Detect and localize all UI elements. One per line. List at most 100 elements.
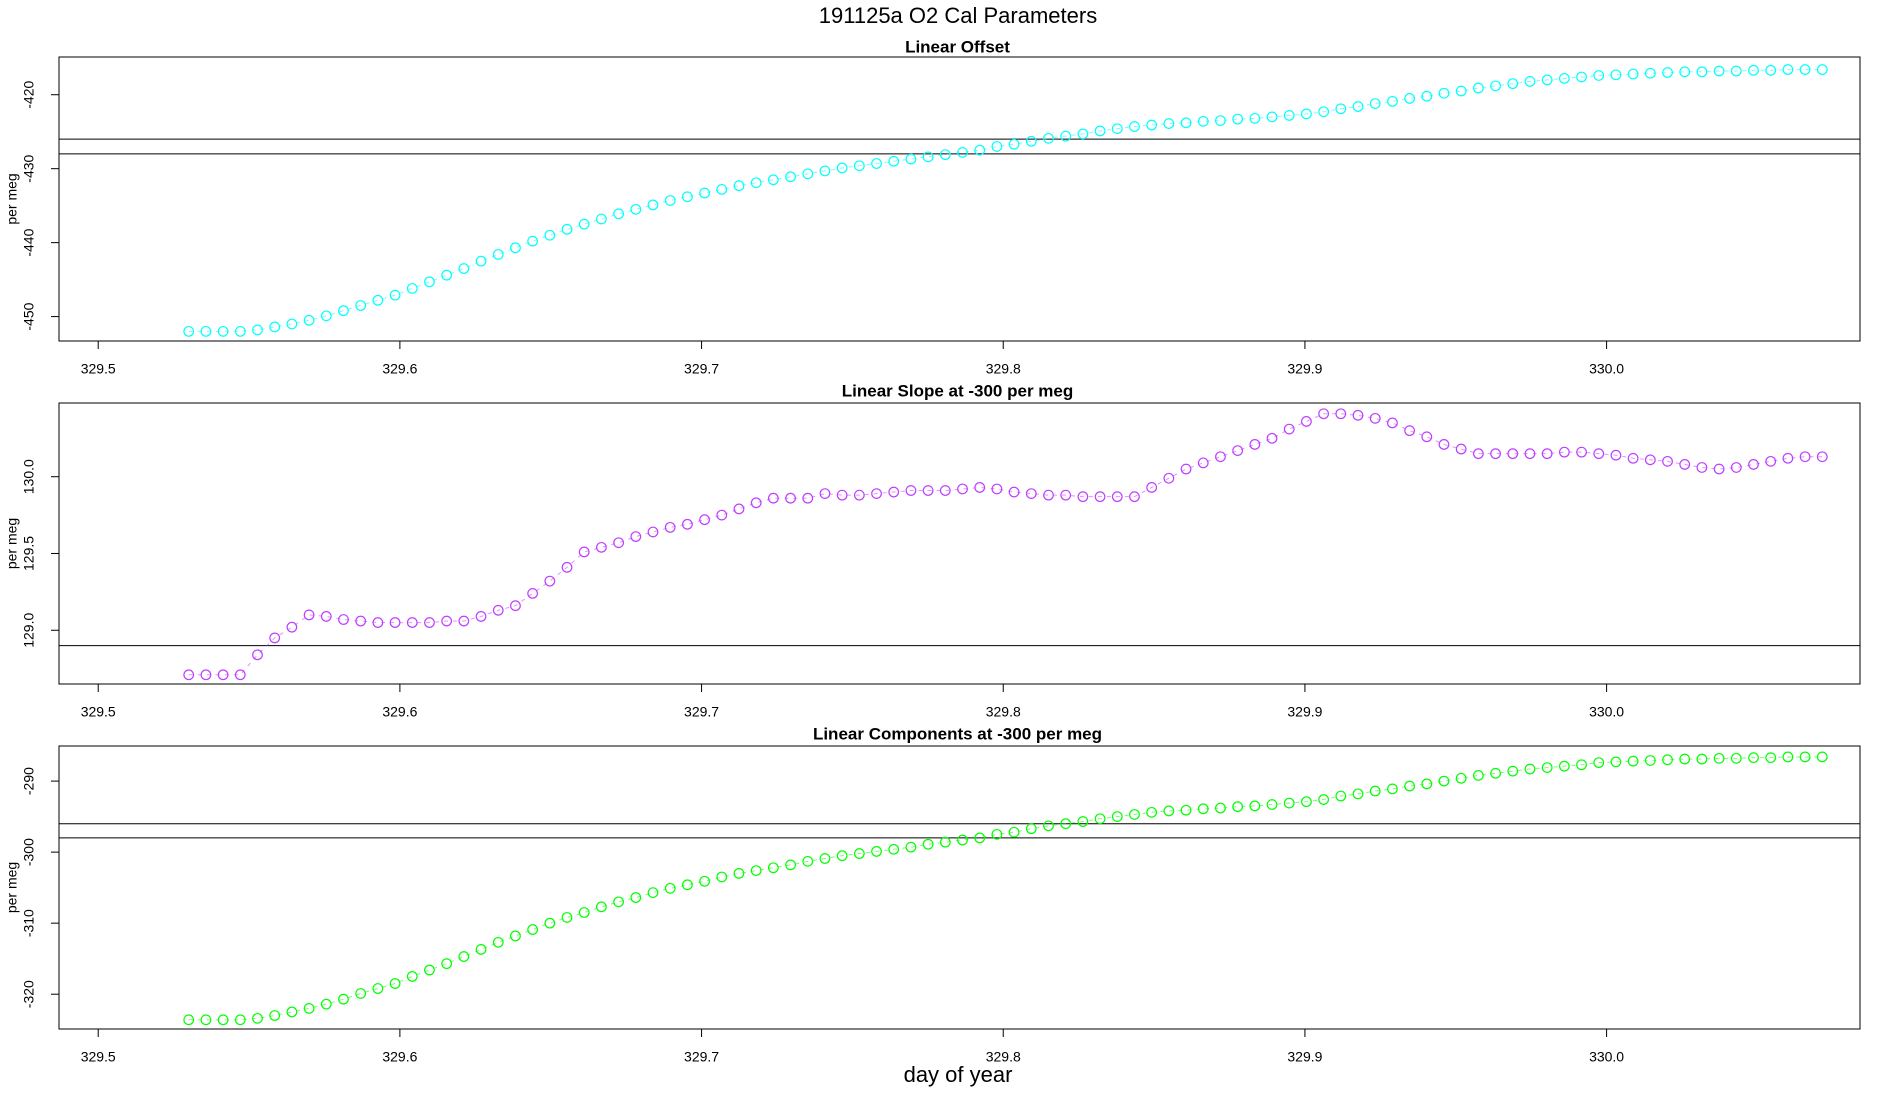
data-point <box>1318 794 1330 805</box>
data-point <box>1679 459 1691 470</box>
panel-title: Linear Slope at -300 per meg <box>842 381 1073 400</box>
data-point <box>1008 486 1020 498</box>
x-axis-label: day of year <box>904 1062 1013 1087</box>
data-point <box>1146 806 1158 818</box>
x-tick-label: 330.0 <box>1589 1049 1624 1065</box>
data-point <box>1730 65 1742 77</box>
x-tick-label: 330.0 <box>1589 361 1624 377</box>
data-point <box>1524 448 1536 460</box>
x-tick-label: 329.8 <box>986 704 1021 720</box>
data-point <box>1111 123 1123 135</box>
data-point <box>819 488 831 499</box>
x-tick-label: 329.9 <box>1287 704 1322 720</box>
data-point <box>1318 408 1330 420</box>
data-point <box>561 912 573 923</box>
data-point <box>939 836 951 848</box>
data-point <box>1094 125 1106 137</box>
data-point <box>1146 482 1158 493</box>
data-point <box>1318 106 1330 118</box>
x-tick-label: 329.9 <box>1287 361 1322 377</box>
data-point <box>767 862 779 874</box>
data-point <box>1730 752 1742 764</box>
data-point <box>1060 818 1072 830</box>
data-point <box>492 249 504 260</box>
data-point <box>544 575 556 587</box>
data-point <box>767 174 779 186</box>
data-point <box>475 611 487 622</box>
y-tick-label: -320 <box>21 980 37 1008</box>
data-point <box>1387 95 1398 107</box>
data-point <box>1180 804 1192 816</box>
data-point <box>1490 80 1501 92</box>
data-point <box>802 492 814 504</box>
data-point <box>1043 132 1054 144</box>
data-point <box>819 165 831 177</box>
data-point <box>561 561 573 573</box>
data-point <box>1421 778 1433 790</box>
data-point <box>1558 446 1570 458</box>
data-point <box>1266 432 1278 444</box>
connector-line <box>188 69 1823 332</box>
data-point <box>1352 101 1364 112</box>
data-point <box>1662 754 1673 766</box>
data-point <box>1232 113 1244 125</box>
data-point <box>1455 772 1467 784</box>
panel: Linear Components at -300 per meg per meg… <box>4 724 1861 1065</box>
data-point <box>733 503 745 515</box>
data-point <box>939 149 951 161</box>
data-point <box>853 489 865 501</box>
data-point <box>1180 463 1192 475</box>
data-point <box>871 488 882 499</box>
data-point <box>613 537 625 549</box>
data-point <box>1541 448 1553 460</box>
data-point <box>1283 797 1295 809</box>
main-title: 191125a O2 Cal Parameters <box>819 3 1097 28</box>
data-point <box>1816 64 1828 75</box>
data-point <box>1524 76 1536 87</box>
data-point <box>1232 445 1244 457</box>
data-point <box>1129 121 1140 132</box>
data-point <box>578 546 590 558</box>
data-point <box>1025 823 1037 835</box>
data-point <box>957 834 968 846</box>
data-point <box>1472 82 1484 94</box>
data-point <box>974 482 986 493</box>
data-point <box>1593 448 1605 460</box>
data-point <box>1111 811 1123 823</box>
data-point <box>836 162 848 174</box>
data-point <box>681 879 693 891</box>
data-point <box>1335 790 1347 802</box>
data-point <box>1421 90 1433 102</box>
y-tick-label: -450 <box>21 302 37 330</box>
data-point <box>217 669 229 681</box>
data-point <box>1644 67 1656 79</box>
connector-line <box>188 756 1823 1021</box>
data-point <box>1541 74 1553 86</box>
data-point <box>1215 451 1226 463</box>
data-point <box>1111 491 1123 503</box>
x-tick-label: 329.6 <box>382 1049 417 1065</box>
data-point <box>613 896 625 908</box>
data-point <box>372 617 384 628</box>
data-point <box>286 621 298 633</box>
y-tick-label: -420 <box>21 81 37 109</box>
x-tick-label: 329.5 <box>81 704 116 720</box>
data-point <box>269 321 281 333</box>
data-point <box>1610 756 1622 768</box>
data-point <box>424 617 435 628</box>
data-point <box>1301 796 1312 808</box>
data-point <box>716 871 728 883</box>
data-point <box>183 1014 195 1026</box>
data-point <box>1490 767 1501 779</box>
y-axis-label: per meg <box>4 862 20 913</box>
data-point <box>1748 459 1759 470</box>
y-tick-label: -430 <box>21 154 37 182</box>
data-point <box>544 917 556 929</box>
data-point <box>957 483 968 495</box>
data-point <box>1507 448 1519 460</box>
data-point <box>406 971 418 982</box>
data-point <box>1335 103 1347 115</box>
data-point <box>888 486 900 498</box>
data-point <box>1748 752 1759 764</box>
data-point <box>1146 119 1158 131</box>
